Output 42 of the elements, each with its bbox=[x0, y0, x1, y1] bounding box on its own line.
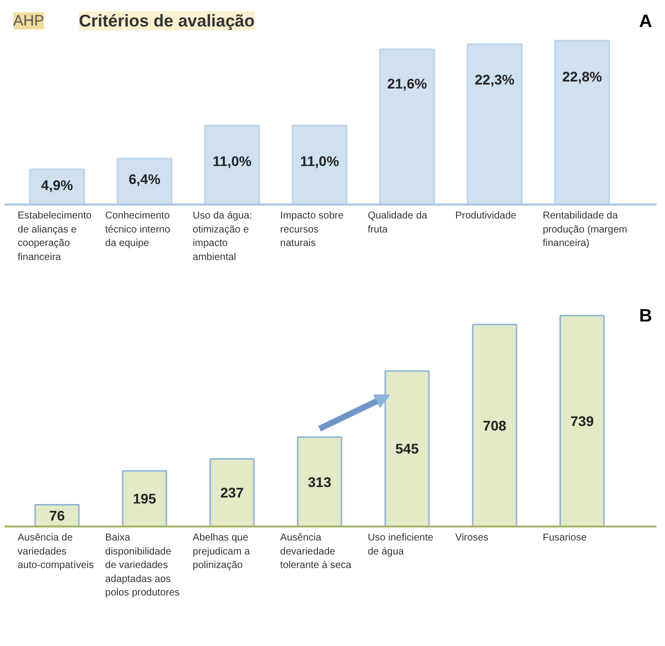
x-tick-label: Abelhas que prejudicam a polinização bbox=[192, 532, 250, 571]
x-tick-label: Produtividade bbox=[455, 210, 517, 222]
data-label: 237 bbox=[220, 484, 244, 501]
bar bbox=[554, 40, 610, 206]
bar bbox=[296, 436, 342, 528]
x-tick-label: Conhecimento técnico interno da equipe bbox=[105, 210, 171, 250]
x-tick-label: Estabelecimento de alianças e cooperação financeira bbox=[18, 210, 92, 263]
data-label: 11,0% bbox=[300, 153, 340, 170]
x-tick-label: Qualidade da fruta bbox=[368, 210, 428, 236]
data-label: 11,0% bbox=[212, 153, 252, 170]
x-tick-label: Fusariose bbox=[542, 532, 588, 544]
data-label: 76 bbox=[49, 508, 66, 524]
data-label: 22,3% bbox=[474, 71, 515, 88]
data-label: 545 bbox=[395, 440, 419, 457]
bar bbox=[292, 124, 348, 206]
bar bbox=[122, 470, 168, 528]
x-tick-label: Viroses bbox=[455, 532, 488, 544]
bar bbox=[379, 48, 435, 206]
x-tick-label: Uso ineficiente de água bbox=[368, 532, 434, 558]
data-label: 4,9% bbox=[41, 177, 74, 194]
chart-title: Critérios de avaliação bbox=[78, 11, 255, 30]
data-label: 739 bbox=[570, 413, 594, 430]
text: A bbox=[639, 10, 652, 31]
bar bbox=[209, 458, 255, 528]
data-label: 6,4% bbox=[128, 171, 162, 188]
data-label: 708 bbox=[482, 417, 506, 434]
data-label: 195 bbox=[132, 490, 156, 507]
x-tick-label: Impacto sobre recursos naturais bbox=[280, 210, 344, 250]
bar bbox=[204, 124, 260, 206]
annotation: B bbox=[639, 306, 652, 326]
x-tick-label: Ausência devariedade tolerante à seca bbox=[280, 532, 352, 571]
bar bbox=[466, 43, 522, 206]
x-tick-label: Uso da água: otimização e impacto ambiental bbox=[192, 210, 252, 263]
x-tick-label: Ausência de variedades auto-compatíveis bbox=[18, 532, 94, 571]
x-tick-label: Baixa disponibilidade de variedades adaptadas aos polos produtores bbox=[105, 532, 180, 598]
data-label: 22,8% bbox=[562, 68, 603, 85]
bar bbox=[559, 314, 605, 528]
bar bbox=[472, 324, 518, 528]
data-label: 313 bbox=[308, 474, 332, 490]
data-label: 21,6% bbox=[387, 75, 428, 92]
text: AHP bbox=[13, 12, 44, 30]
x-tick-label: Rentabilidade da produção (margem financeira) bbox=[542, 210, 628, 250]
